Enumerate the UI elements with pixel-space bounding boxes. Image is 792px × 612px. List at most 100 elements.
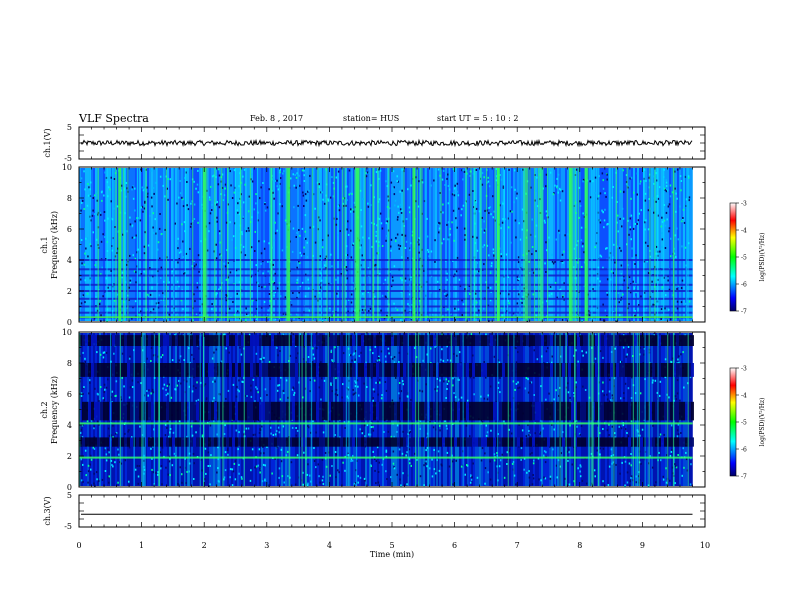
spectrogram-speckle	[331, 265, 333, 268]
spectrogram-speckle	[487, 286, 489, 289]
y-tick-label: 8	[67, 194, 72, 203]
spectrogram-speckle	[479, 195, 481, 198]
spectrogram-speckle	[521, 301, 523, 304]
ch1-spectrogram-ticks	[78, 166, 706, 323]
spectrogram-speckle	[680, 353, 682, 356]
spectrogram-speckle	[161, 233, 163, 235]
y-tick-label: 4	[67, 256, 72, 265]
spectrogram-dark-band	[328, 363, 331, 377]
spectrogram-speckle	[321, 458, 324, 461]
spectrogram-column	[209, 168, 211, 321]
spectrogram-speckle	[626, 353, 628, 356]
spectrogram-speckle	[303, 252, 305, 255]
spectrogram-speckle	[274, 291, 277, 294]
spectrogram-speckle	[96, 351, 98, 354]
spectrogram-dark-band	[343, 363, 346, 377]
spectrogram-speckle	[140, 206, 142, 209]
spectrogram-speckle	[478, 210, 481, 213]
spectrogram-speckle	[626, 432, 628, 434]
spectrogram-speckle	[153, 192, 155, 195]
spectrogram-column	[481, 168, 483, 321]
spectrogram-speckle	[213, 419, 215, 422]
spectrogram-speckle	[293, 391, 296, 394]
spectrogram-speckle	[501, 453, 503, 456]
spectrogram-dark-band	[274, 363, 277, 377]
spectrogram-streak	[470, 168, 472, 321]
spectrogram-column	[301, 168, 303, 321]
spectrogram-dark-band	[88, 335, 91, 346]
spectrogram-column	[345, 168, 347, 321]
spectrogram-dark-band	[259, 363, 262, 377]
spectrogram-speckle	[626, 481, 629, 484]
spectrogram-speckle	[483, 397, 486, 400]
spectrogram-speckle	[190, 202, 192, 205]
spectrogram-streak	[529, 168, 531, 321]
spectrogram-speckle	[238, 431, 240, 434]
spectrogram-speckle	[303, 174, 305, 177]
spectrogram-speckle	[254, 230, 256, 233]
spectrogram-speckle	[242, 381, 244, 383]
spectrogram-speckle	[295, 356, 297, 359]
spectrogram-speckle	[81, 262, 83, 265]
spectrogram-speckle	[346, 228, 348, 231]
spectrogram-streak	[547, 168, 549, 321]
spectrogram-speckle	[540, 479, 542, 482]
spectrogram-speckle	[250, 395, 253, 398]
spectrogram-column	[491, 168, 493, 321]
spectrogram-speckle	[135, 271, 137, 274]
spectrogram-dark-band	[676, 335, 679, 346]
spectrogram-column	[171, 168, 173, 321]
spectrogram-dark-band	[538, 363, 541, 377]
spectrogram-column	[641, 168, 643, 321]
spectrogram-speckle	[455, 270, 458, 273]
spectrogram-speckle	[191, 390, 194, 393]
spectrogram-dark-band	[136, 363, 139, 377]
spectrogram-speckle	[648, 198, 650, 200]
spectrogram-speckle	[678, 355, 680, 358]
spectrogram-column	[277, 168, 279, 321]
spectrogram-dark-band	[649, 335, 652, 346]
spectrogram-speckle	[426, 235, 429, 238]
spectrogram-speckle	[640, 209, 642, 212]
spectrogram-speckle	[299, 184, 301, 187]
spectrogram-speckle	[387, 347, 390, 350]
spectrogram-speckle	[126, 263, 128, 266]
spectrogram-speckle	[285, 313, 287, 316]
spectrogram-speckle	[374, 345, 376, 348]
spectrogram-speckle	[631, 376, 633, 379]
spectrogram-speckle	[530, 186, 532, 189]
spectrogram-speckle	[539, 431, 542, 434]
spectrogram-speckle	[665, 185, 668, 187]
spectrogram-speckle	[306, 256, 309, 258]
spectrogram-dark-band	[433, 335, 436, 346]
spectrogram-speckle	[331, 383, 333, 386]
spectrogram-dark-band	[280, 335, 283, 346]
spectrogram-speckle	[179, 192, 182, 195]
spectrogram-dark-band	[517, 363, 520, 377]
spectrogram-speckle	[166, 420, 169, 423]
spectrogram-speckle	[303, 345, 305, 348]
spectrogram-speckle	[508, 293, 510, 296]
ch1-waveform-trace	[80, 138, 693, 148]
spectrogram-speckle	[446, 383, 449, 385]
spectrogram-speckle	[536, 205, 539, 208]
spectrogram-speckle	[277, 212, 279, 215]
spectrogram-streak	[448, 168, 450, 321]
spectrogram-speckle	[292, 292, 294, 294]
spectrogram-speckle	[232, 383, 235, 386]
spectrogram-speckle	[602, 428, 604, 430]
spectrogram-speckle	[126, 306, 128, 309]
spectrogram-speckle	[507, 276, 509, 278]
spectrogram-column	[319, 168, 321, 321]
spectrogram-speckle	[269, 300, 271, 302]
spectrogram-column	[259, 168, 261, 321]
spectrogram-speckle	[95, 296, 97, 299]
spectrogram-speckle	[80, 392, 83, 395]
spectrogram-speckle	[614, 347, 616, 350]
spectrogram-dark-band	[208, 335, 211, 346]
spectrogram-speckle	[643, 353, 645, 356]
spectrogram-dark-band	[487, 363, 490, 377]
spectrogram-dark-band	[529, 363, 532, 377]
spectrogram-speckle	[325, 168, 327, 171]
spectrogram-speckle	[361, 294, 363, 297]
